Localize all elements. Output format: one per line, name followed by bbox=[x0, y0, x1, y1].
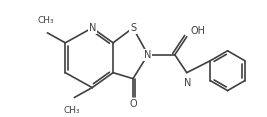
Text: N: N bbox=[144, 50, 152, 60]
Text: N: N bbox=[184, 78, 191, 88]
Text: S: S bbox=[130, 23, 136, 33]
Text: CH₃: CH₃ bbox=[37, 16, 54, 25]
Text: N: N bbox=[88, 23, 96, 33]
Text: CH₃: CH₃ bbox=[64, 106, 81, 115]
Text: OH: OH bbox=[191, 26, 206, 36]
Text: O: O bbox=[129, 99, 137, 109]
